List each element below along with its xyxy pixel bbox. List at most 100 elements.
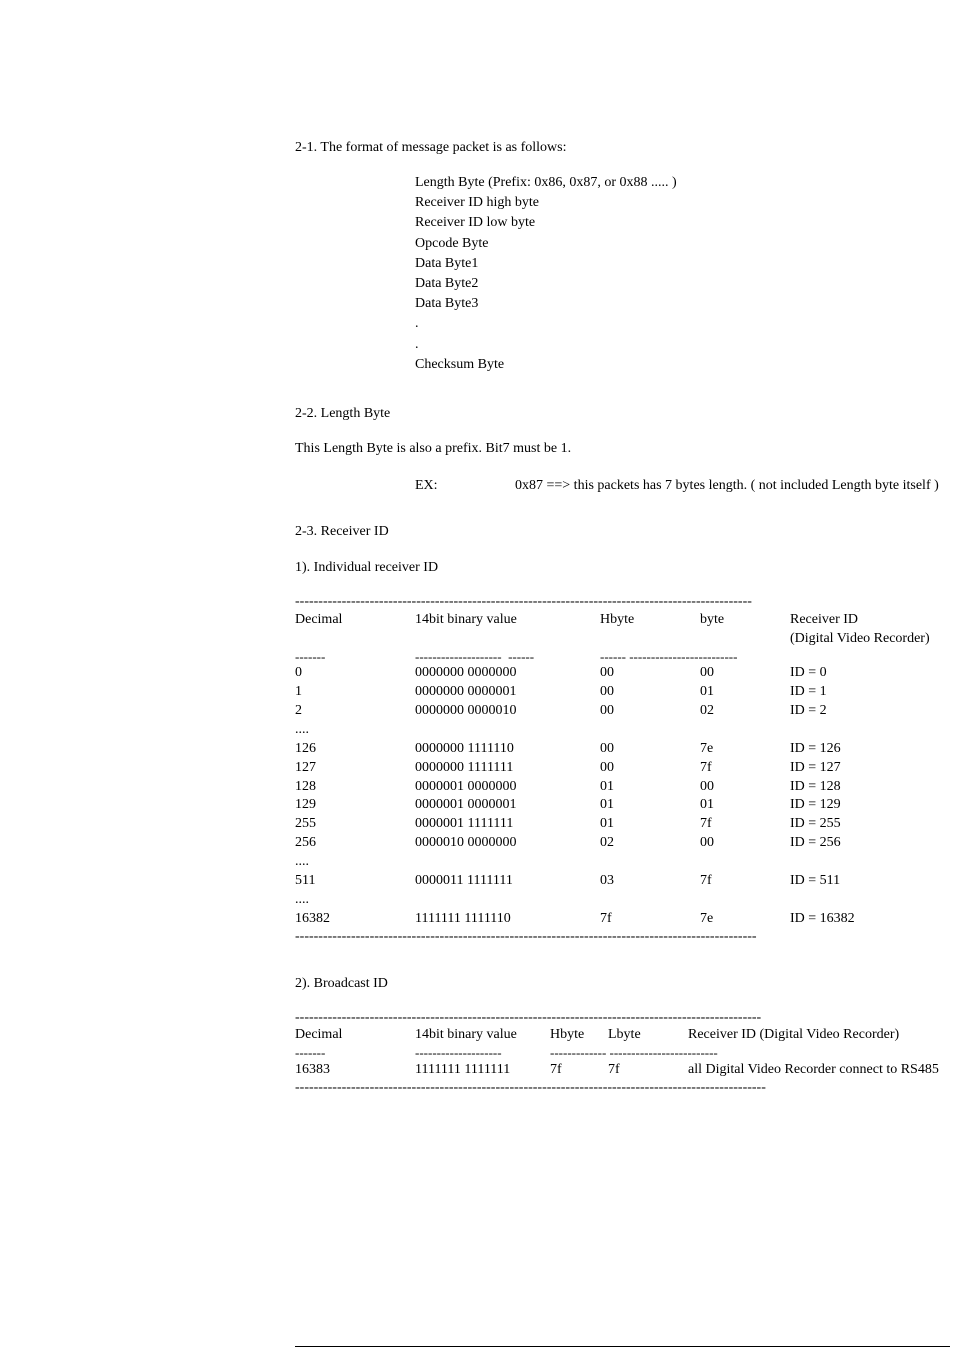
table-header-row: Decimal 14bit binary value Hbyte Lbyte R… [295,1026,945,1045]
cell-lbyte: 7f [608,1061,688,1080]
cell: 0000001 0000001 [415,796,600,815]
cell: ID = 128 [790,778,945,797]
table-sub-divider: ------- -------------------- -----------… [295,1045,945,1061]
table-divider: ----------------------------------------… [295,1010,945,1027]
packet-line: Data Byte3 [415,295,945,313]
table-row: 1290000001 00000010101ID = 129 [295,796,945,815]
example-row: EX: 0x87 ==> this packets has 7 bytes le… [415,478,945,494]
cell: 0000000 1111111 [415,759,600,778]
cell: 16382 [295,910,415,929]
cell [415,721,600,740]
cell: 1111111 1111110 [415,910,600,929]
col-binary: 14bit binary value [415,611,600,649]
table-row: 10000000 00000010001ID = 1 [295,683,945,702]
cell: 0 [295,664,415,683]
cell [415,891,600,910]
cell [790,721,945,740]
cell [600,891,700,910]
example-value: 0x87 ==> this packets has 7 bytes length… [515,478,945,494]
dash: -------------------- ------ [415,649,600,665]
cell: 03 [600,872,700,891]
length-byte-desc: This Length Byte is also a prefix. Bit7 … [295,440,945,458]
table-row: 1280000001 00000000100ID = 128 [295,778,945,797]
cell: 00 [600,664,700,683]
col-receiver-id: Receiver ID (Digital Video Recorder) [790,611,945,649]
cell-decimal: 16383 [295,1061,415,1080]
cell: 00 [700,778,790,797]
table-row: .... [295,721,945,740]
table-row: 00000000 00000000000ID = 0 [295,664,945,683]
table-row: 1260000000 1111110007eID = 126 [295,740,945,759]
col-decimal: Decimal [295,611,415,649]
col-receiver-id: Receiver ID (Digital Video Recorder) [688,1026,945,1045]
table-divider: ----------------------------------------… [295,594,945,611]
cell [790,853,945,872]
cell: 126 [295,740,415,759]
cell: 02 [600,834,700,853]
cell: 2 [295,702,415,721]
individual-receiver-heading: 1). Individual receiver ID [295,560,945,576]
cell [600,721,700,740]
cell: ID = 511 [790,872,945,891]
cell: 0000001 1111111 [415,815,600,834]
cell: 00 [600,759,700,778]
cell [700,853,790,872]
cell: ID = 129 [790,796,945,815]
table-row: .... [295,891,945,910]
cell: 01 [600,778,700,797]
table-row: 16383 1111111 1111111 7f 7f all Digital … [295,1061,945,1080]
cell: 128 [295,778,415,797]
cell [600,853,700,872]
document-page: 2-1. The format of message packet is as … [0,0,945,1347]
table-divider: ----------------------------------------… [295,929,945,946]
packet-line: Length Byte (Prefix: 0x86, 0x87, or 0x88… [415,174,945,192]
section-2-3-heading: 2-3. Receiver ID [295,524,945,540]
packet-format-block: Length Byte (Prefix: 0x86, 0x87, or 0x88… [415,174,945,374]
cell-receiver-id: all Digital Video Recorder connect to RS… [688,1061,945,1080]
cell: 0000000 0000000 [415,664,600,683]
dash: ------- [295,1045,415,1061]
table-row: 2550000001 1111111017fID = 255 [295,815,945,834]
cell: 511 [295,872,415,891]
packet-line: Data Byte2 [415,275,945,293]
cell: 1 [295,683,415,702]
packet-line: . [415,315,945,333]
cell: 7f [600,910,700,929]
col-lbyte: byte [700,611,790,649]
cell: ID = 16382 [790,910,945,929]
packet-line: . [415,336,945,354]
section-2-1-heading: 2-1. The format of message packet is as … [295,140,945,156]
section-2-2-heading: 2-2. Length Byte [295,406,945,422]
cell [700,891,790,910]
cell: 01 [600,815,700,834]
broadcast-id-heading: 2). Broadcast ID [295,976,945,992]
col-binary: 14bit binary value [415,1026,550,1045]
cell [790,891,945,910]
cell: 0000000 0000010 [415,702,600,721]
individual-receiver-table: ----------------------------------------… [295,594,945,945]
cell: 0000001 0000000 [415,778,600,797]
cell: 00 [600,702,700,721]
cell: 7f [700,759,790,778]
cell-hbyte: 7f [550,1061,608,1080]
table-divider: ----------------------------------------… [295,1080,945,1097]
packet-line: Receiver ID low byte [415,214,945,232]
cell [700,721,790,740]
receiver-id-sub: (Digital Video Recorder) [790,630,945,649]
cell: 0000011 1111111 [415,872,600,891]
col-hbyte: Hbyte [550,1026,608,1045]
cell: 01 [700,683,790,702]
cell: 00 [600,740,700,759]
table-row: 2560000010 00000000200ID = 256 [295,834,945,853]
cell: 0000000 1111110 [415,740,600,759]
dash: -------------------- [415,1045,550,1061]
cell: 7e [700,910,790,929]
cell: 129 [295,796,415,815]
table-row: 20000000 00000100002ID = 2 [295,702,945,721]
packet-line: Data Byte1 [415,255,945,273]
cell: 00 [600,683,700,702]
cell: ID = 0 [790,664,945,683]
cell: 7e [700,740,790,759]
cell: 00 [700,664,790,683]
broadcast-id-table: ----------------------------------------… [295,1010,945,1097]
